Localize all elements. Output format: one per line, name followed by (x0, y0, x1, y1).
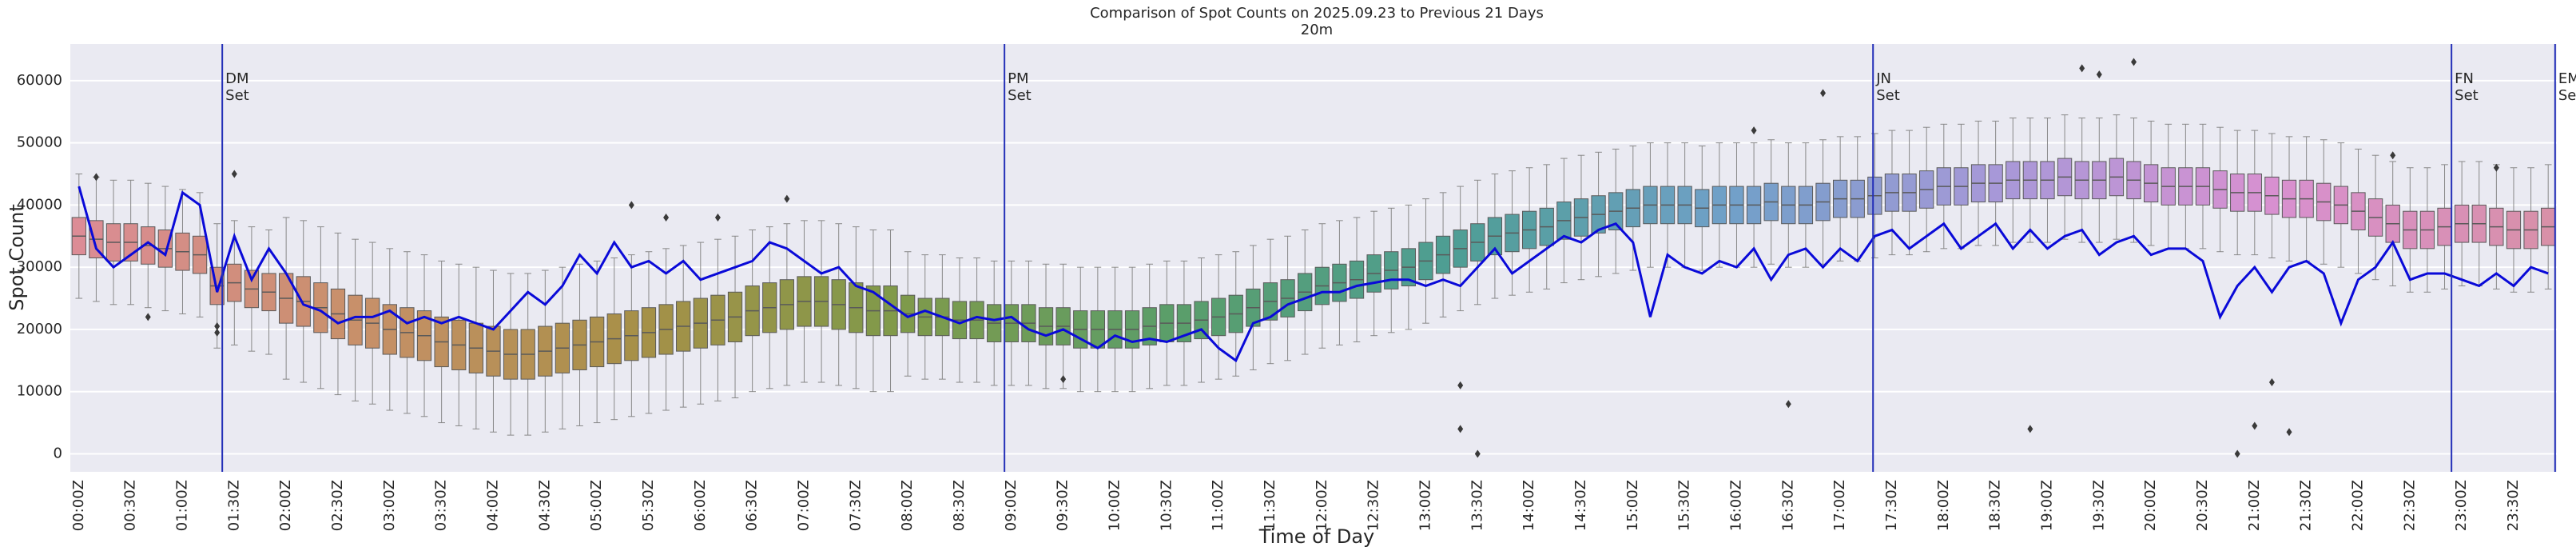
chart-title: Comparison of Spot Counts on 2025.09.23 … (1090, 5, 1544, 22)
x-tick-label: 02:30Z (329, 480, 346, 531)
x-tick-label: 17:00Z (1831, 480, 1848, 531)
plot-area (70, 44, 2557, 472)
outlier (1060, 375, 1067, 384)
outlier (2079, 64, 2085, 73)
y-tick-label: 60000 (17, 72, 62, 89)
x-tick-label: 04:00Z (484, 480, 501, 531)
annotation-label: Set (1876, 87, 1900, 104)
x-tick-label: 19:00Z (2038, 480, 2055, 531)
x-tick-label: 08:00Z (899, 480, 916, 531)
x-tick-label: 22:00Z (2349, 480, 2366, 531)
x-tick-label: 18:30Z (1987, 480, 2004, 531)
x-tick-label: 23:30Z (2505, 480, 2522, 531)
x-tick-label: 13:00Z (1417, 480, 1433, 531)
annotation-label: DM (225, 70, 248, 87)
annotation-label: Set (225, 87, 249, 104)
outlier (1820, 89, 1827, 98)
x-tick-label: 07:30Z (847, 480, 864, 531)
x-tick-label: 23:00Z (2453, 480, 2470, 531)
y-tick-label: 10000 (17, 383, 62, 400)
x-tick-label: 14:00Z (1521, 480, 1537, 531)
outlier (2131, 58, 2137, 66)
x-tick-label: 10:30Z (1158, 480, 1175, 531)
x-tick-label: 00:30Z (122, 480, 139, 531)
x-tick-label: 21:00Z (2246, 480, 2263, 531)
outlier (628, 201, 634, 210)
outlier (1785, 400, 1791, 409)
annotation-label: Set (1008, 87, 1032, 104)
x-tick-label: 21:30Z (2298, 480, 2315, 531)
outlier (1751, 126, 1757, 135)
x-tick-label: 11:30Z (1262, 480, 1278, 531)
outlier (2390, 151, 2396, 160)
x-tick-label: 10:00Z (1106, 480, 1123, 531)
outlier (663, 213, 670, 222)
x-tick-label: 00:00Z (70, 480, 87, 531)
x-tick-label: 15:00Z (1624, 480, 1641, 531)
x-tick-label: 16:00Z (1727, 480, 1744, 531)
annotation-label: JN (1875, 70, 1891, 87)
x-tick-label: 15:30Z (1676, 480, 1693, 531)
x-tick-label: 16:30Z (1779, 480, 1796, 531)
x-tick-label: 19:30Z (2090, 480, 2107, 531)
outlier (2027, 425, 2033, 433)
x-tick-label: 13:30Z (1469, 480, 1485, 531)
x-tick-label: 03:30Z (433, 480, 450, 531)
x-tick-label: 05:30Z (640, 480, 657, 531)
x-tick-label: 18:00Z (1935, 480, 1952, 531)
outlier (214, 322, 221, 331)
x-tick-label: 22:30Z (2401, 480, 2418, 531)
outlier (1457, 425, 1464, 433)
outlier (2268, 378, 2275, 387)
x-tick-label: 02:00Z (277, 480, 294, 531)
outlier (784, 194, 790, 203)
outlier (2286, 428, 2292, 437)
outlier (214, 328, 221, 337)
x-tick-label: 08:30Z (951, 480, 968, 531)
x-tick-label: 06:30Z (744, 480, 761, 531)
x-tick-label: 06:00Z (692, 480, 709, 531)
annotation-label: PM (1008, 70, 1028, 87)
x-tick-label: 01:00Z (173, 480, 190, 531)
outlier (231, 170, 237, 178)
today-line (78, 186, 2549, 363)
outlier (1474, 449, 1481, 458)
x-tick-label: 14:30Z (1572, 480, 1589, 531)
outlier (2096, 70, 2102, 79)
x-tick-label: 11:00Z (1210, 480, 1226, 531)
outlier (714, 213, 721, 222)
x-tick-label: 20:30Z (2194, 480, 2211, 531)
outlier (2493, 163, 2499, 172)
outlier (2234, 449, 2240, 458)
y-axis-title: Spot Count (6, 204, 28, 310)
y-tick-label: 30000 (17, 258, 62, 275)
x-tick-label: 03:00Z (381, 480, 398, 531)
outlier (93, 173, 99, 182)
annotation-label: FN (2455, 70, 2474, 87)
outlier (1457, 381, 1464, 389)
x-tick-label: 12:30Z (1366, 480, 1382, 531)
outlier (2252, 421, 2258, 430)
x-tick-label: 09:30Z (1055, 480, 1071, 531)
y-tick-label: 50000 (17, 134, 62, 151)
x-tick-label: 12:00Z (1314, 480, 1330, 531)
y-tick-label: 20000 (17, 321, 62, 337)
x-tick-label: 20:00Z (2142, 480, 2159, 531)
chart-subtitle: 20m (1301, 22, 1333, 38)
x-tick-label: 07:00Z (795, 480, 812, 531)
y-tick-label: 40000 (17, 196, 62, 213)
x-tick-label: 04:30Z (536, 480, 553, 531)
annotation-label: Set (2455, 87, 2479, 104)
x-tick-label: 01:30Z (225, 480, 242, 531)
x-tick-label: 17:30Z (1883, 480, 1900, 531)
annotation-label: Set (2558, 87, 2576, 104)
outlier (145, 313, 151, 321)
x-tick-label: 05:00Z (588, 480, 605, 531)
x-tick-label: 09:00Z (1003, 480, 1020, 531)
x-axis-title: Time of Day (1258, 525, 1375, 548)
annotation-label: EM (2558, 70, 2576, 87)
y-tick-label: 0 (54, 445, 62, 461)
